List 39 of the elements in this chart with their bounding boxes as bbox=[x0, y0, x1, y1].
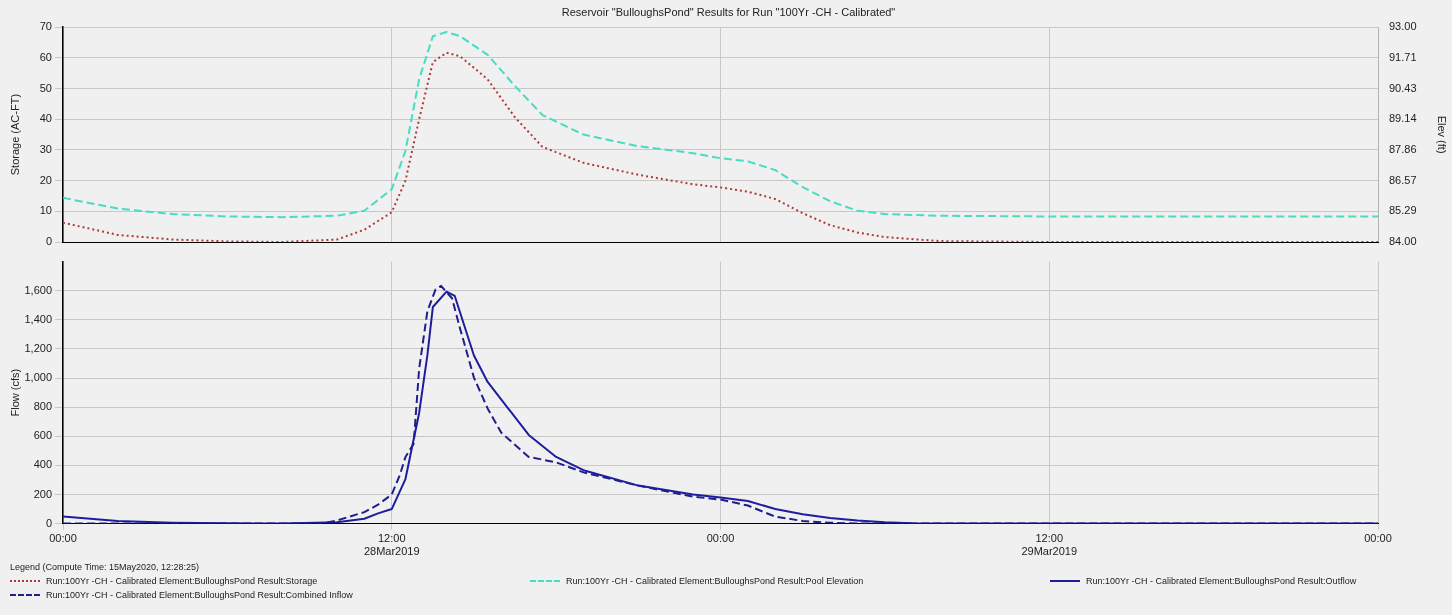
x-tick-label: 12:00 28Mar2019 bbox=[363, 532, 420, 558]
y-tick-label: 10 bbox=[39, 204, 52, 217]
y-tick-label: 1,200 bbox=[24, 341, 52, 354]
y-tick-label: 800 bbox=[33, 400, 52, 413]
y-tick-label: 200 bbox=[33, 487, 52, 500]
y2-tick-label: 86.57 bbox=[1389, 173, 1417, 186]
y-tick-label: 1,400 bbox=[24, 312, 52, 325]
y-tick-label: 600 bbox=[33, 429, 52, 442]
y2-tick-label: 85.29 bbox=[1389, 204, 1417, 217]
y-tick-label: 0 bbox=[45, 235, 52, 248]
x-tick-label: 00:00 bbox=[1364, 532, 1392, 545]
x-tick-label: 12:00 29Mar2019 bbox=[1021, 532, 1078, 558]
y-tick-label: 70 bbox=[39, 20, 52, 33]
y2-tick-label: 84.00 bbox=[1389, 235, 1417, 248]
y2-axis-title: Elev (ft) bbox=[1436, 115, 1449, 154]
y-tick-label: 0 bbox=[45, 516, 52, 529]
y2-tick-label: 87.86 bbox=[1389, 142, 1417, 155]
legend-label: Run:100Yr -CH - Calibrated Element:BulloughsPond Result:Storage bbox=[46, 576, 318, 586]
y-axis-title: Flow (cfs) bbox=[8, 368, 21, 417]
y-tick-label: 20 bbox=[39, 173, 52, 186]
y-tick-label: 1,600 bbox=[24, 283, 52, 296]
legend-label: Run:100Yr -CH - Calibrated Element:BulloughsPond Result:Combined Inflow bbox=[46, 590, 353, 600]
y2-tick-label: 90.43 bbox=[1389, 81, 1417, 94]
legend-title: Legend (Compute Time: 15May2020, 12:28:25) bbox=[10, 562, 201, 572]
y-tick-label: 400 bbox=[33, 458, 52, 471]
legend-label: Run:100Yr -CH - Calibrated Element:BulloughsPond Result:Pool Elevation bbox=[566, 576, 864, 586]
x-tick-label: 00:00 bbox=[706, 532, 735, 545]
chart-title: Reservoir "BulloughsPond" Results for Run "100Yr -CH - Calibrated" bbox=[561, 5, 896, 18]
y-tick-label: 30 bbox=[39, 142, 52, 155]
y-tick-label: 1,000 bbox=[24, 371, 52, 384]
y-tick-label: 60 bbox=[39, 50, 52, 63]
y-tick-label: 40 bbox=[39, 112, 52, 125]
y2-tick-label: 93.00 bbox=[1389, 20, 1417, 33]
y2-tick-label: 91.71 bbox=[1389, 51, 1417, 64]
y-axis-title: Storage (AC-FT) bbox=[8, 93, 21, 176]
x-tick-label: 00:00 bbox=[49, 532, 77, 545]
legend-label: Run:100Yr -CH - Calibrated Element:BulloughsPond Result:Outflow bbox=[1086, 576, 1357, 586]
y-tick-label: 50 bbox=[39, 81, 52, 94]
y2-tick-label: 89.14 bbox=[1389, 112, 1417, 125]
